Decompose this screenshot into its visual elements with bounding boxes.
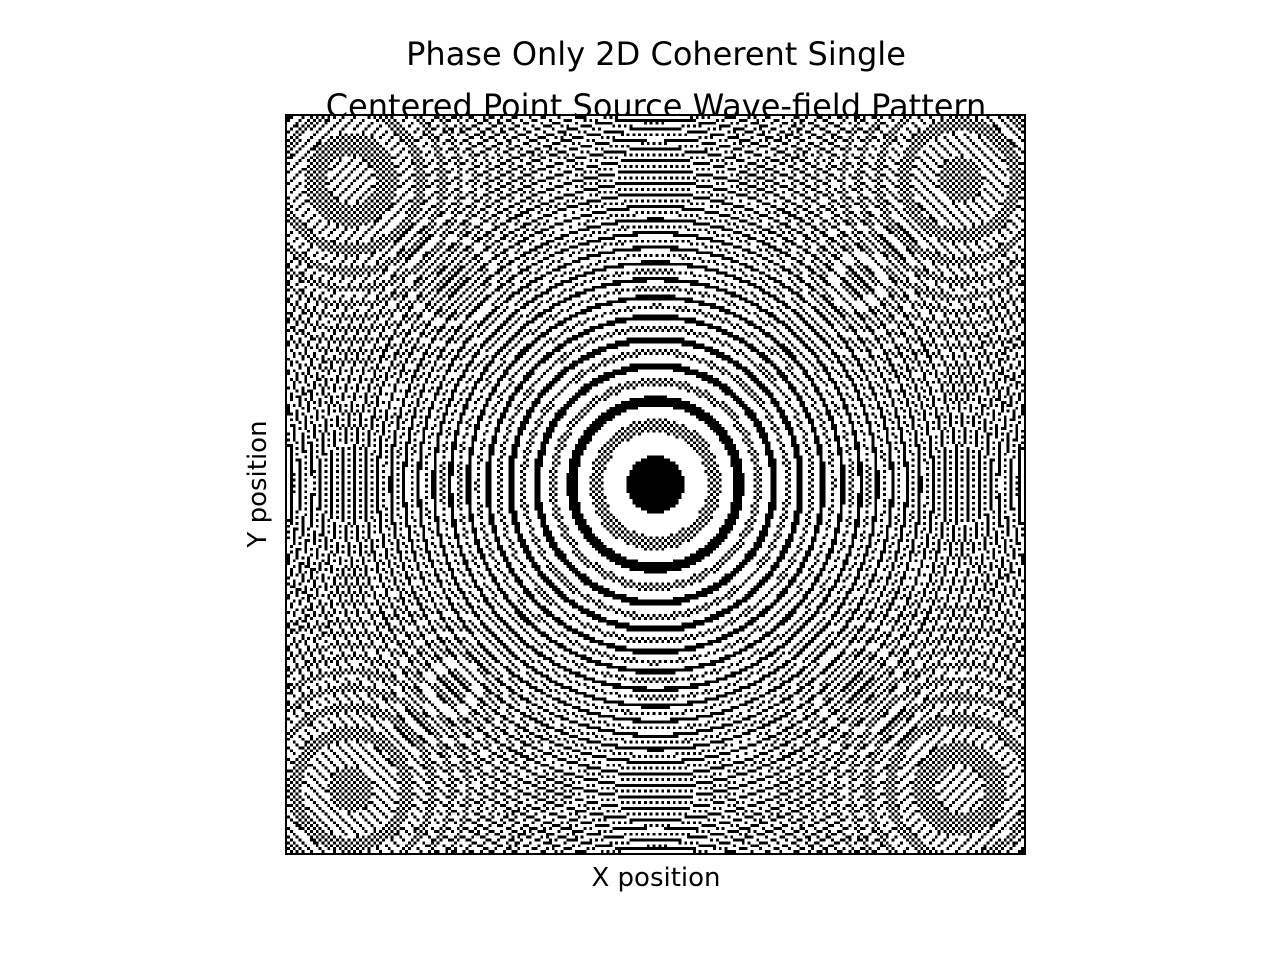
y-axis-label: Y position	[243, 420, 273, 548]
phase-heatmap	[287, 116, 1024, 853]
chart-title-line-1: Phase Only 2D Coherent Single	[406, 35, 906, 73]
x-axis-label: X position	[591, 863, 721, 893]
plot-area	[285, 114, 1026, 855]
